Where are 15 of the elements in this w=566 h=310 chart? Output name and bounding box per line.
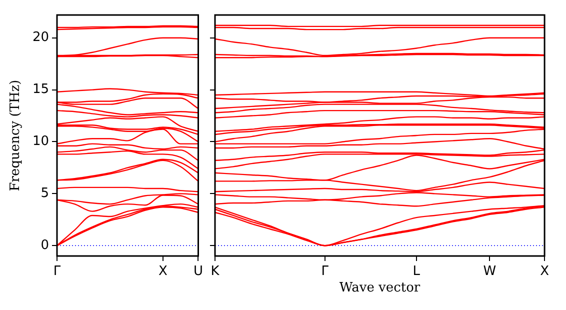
- y-tick-label: 20: [32, 30, 49, 46]
- x-tick-label: Γ: [53, 264, 62, 280]
- x-tick-label: U: [193, 264, 203, 280]
- x-tick-label: X: [540, 264, 550, 280]
- y-axis-title: Frequency (THz): [8, 80, 24, 192]
- y-tick-label: 0: [40, 238, 49, 253]
- y-tick-label: 15: [32, 82, 49, 98]
- x-tick-label: X: [158, 264, 168, 280]
- x-tick-label: L: [412, 264, 421, 280]
- y-tick-label: 10: [32, 134, 49, 150]
- x-tick-label: K: [210, 264, 220, 280]
- x-tick-label: Γ: [321, 264, 330, 280]
- x-tick-label: W: [483, 264, 496, 280]
- x-axis-title: Wave vector: [339, 280, 421, 296]
- y-tick-label: 5: [40, 186, 49, 202]
